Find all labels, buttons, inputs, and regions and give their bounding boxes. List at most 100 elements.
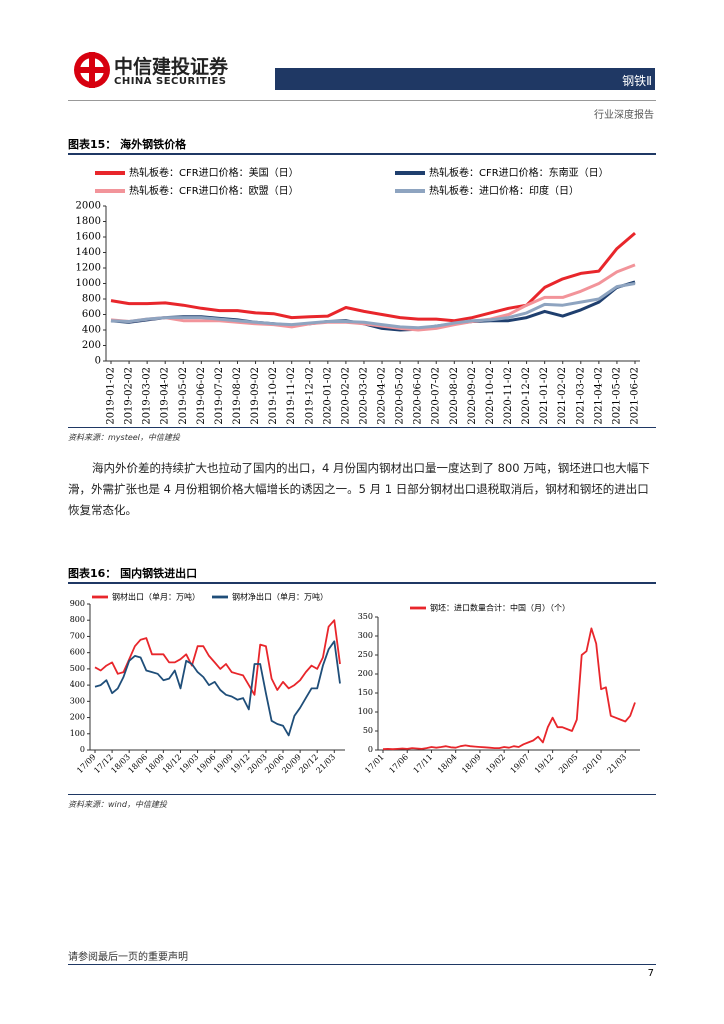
- x-tick-label: 21/03: [605, 752, 628, 775]
- x-tick-label: 21/03: [314, 752, 337, 775]
- x-tick-label: 2019-02-02: [124, 367, 135, 425]
- x-tick-label: 2019-05-02: [178, 367, 189, 425]
- y-tick-label: 200: [82, 340, 101, 351]
- x-tick-label: 2019-04-02: [160, 367, 171, 425]
- report-type: 行业深度报告: [594, 110, 654, 121]
- legend-label: 热轧板卷：进口价格：印度（日）: [429, 184, 579, 197]
- figure-rule: [68, 582, 656, 584]
- y-tick-label: 1400: [76, 247, 101, 258]
- y-tick-label: 800: [82, 294, 101, 305]
- x-tick-label: 2020-05-02: [395, 367, 406, 425]
- x-tick-label: 2021-04-02: [593, 367, 604, 425]
- x-tick-label: 2020-01-02: [322, 367, 333, 425]
- x-tick-label: 2021-03-02: [575, 367, 586, 425]
- x-tick-label: 17/01: [363, 752, 386, 775]
- legend-label: 热轧板卷：CFR进口价格：东南亚（日）: [429, 166, 609, 179]
- y-tick-label: 900: [70, 599, 85, 608]
- y-tick-label: 200: [358, 669, 373, 678]
- series-line: [382, 627, 636, 751]
- x-tick-label: 2021-01-02: [539, 367, 550, 425]
- header-line: [68, 100, 656, 101]
- header-bar: [275, 68, 655, 90]
- x-tick-label: 2019-08-02: [232, 367, 243, 425]
- x-tick-label: 2020-11-02: [503, 367, 514, 425]
- x-tick-label: 2020-09-02: [467, 367, 478, 425]
- figure-title: 图表15： 海外钢铁价格: [68, 136, 186, 152]
- y-tick-label: 400: [82, 325, 101, 336]
- y-tick-label: 300: [70, 696, 85, 705]
- page-number: 7: [647, 968, 654, 979]
- figure-title: 图表16： 国内钢铁进出口: [68, 565, 197, 581]
- x-tick-label: 18/04: [436, 752, 459, 775]
- y-tick-label: 1000: [76, 278, 101, 289]
- x-tick-label: 17/06: [387, 752, 410, 775]
- x-tick-label: 2020-12-02: [521, 367, 532, 425]
- x-tick-label: 2021-06-02: [630, 367, 641, 425]
- y-tick-label: 600: [82, 309, 101, 320]
- y-tick-label: 1600: [76, 232, 101, 243]
- y-tick-label: 350: [358, 612, 373, 621]
- figure-label: 图表16：: [68, 567, 117, 580]
- disclaimer: 请参阅最后一页的重要声明: [68, 952, 188, 963]
- y-tick-label: 800: [70, 615, 85, 624]
- source-rule: [68, 794, 656, 795]
- x-tick-label: 2019-12-02: [304, 367, 315, 425]
- x-tick-label: 2020-08-02: [449, 367, 460, 425]
- source-rule: [68, 427, 656, 428]
- x-tick-label: 2020-03-02: [358, 367, 369, 425]
- source: 资料来源：mysteel，中信建投: [68, 433, 180, 442]
- x-tick-label: 2019-09-02: [250, 367, 261, 425]
- figure-name: 海外钢铁价格: [120, 138, 187, 151]
- sector: 钢铁Ⅱ: [622, 74, 652, 88]
- x-tick-label: 2021-02-02: [557, 367, 568, 425]
- series-line: [110, 282, 636, 330]
- y-tick-label: 600: [70, 648, 85, 657]
- x-tick-label: 17/11: [412, 752, 435, 775]
- y-tick-label: 500: [70, 664, 85, 673]
- series-line: [110, 263, 636, 332]
- y-tick-label: 150: [358, 688, 373, 697]
- x-tick-label: 2021-05-02: [611, 367, 622, 425]
- y-tick-label: 300: [358, 631, 373, 640]
- x-tick-label: 2020-10-02: [485, 367, 496, 425]
- x-tick-label: 2019-11-02: [286, 367, 297, 425]
- y-tick-label: 50: [363, 726, 373, 735]
- y-tick-label: 400: [70, 680, 85, 689]
- x-tick-label: 2019-06-02: [196, 367, 207, 425]
- x-tick-label: 2020-02-02: [340, 367, 351, 425]
- x-tick-label: 20/05: [557, 752, 580, 775]
- y-tick-label: 700: [70, 631, 85, 640]
- legend-label: 热轧板卷：CFR进口价格：美国（日）: [129, 166, 299, 179]
- x-tick-label: 2020-07-02: [431, 367, 442, 425]
- y-tick-label: 0: [95, 356, 101, 367]
- y-tick-label: 200: [70, 713, 85, 722]
- series-line: [110, 231, 636, 323]
- legend-label: 钢坯：进口数量合计：中国（月）（个）: [430, 603, 570, 613]
- y-tick-label: 1200: [76, 263, 101, 274]
- company-cn: 中信建投证券: [114, 56, 229, 78]
- x-tick-label: 2019-03-02: [142, 367, 153, 425]
- x-tick-label: 19/07: [509, 752, 532, 775]
- x-tick-label: 18/09: [460, 752, 483, 775]
- legend-label: 钢材出口（单月：万吨）: [112, 592, 200, 602]
- x-tick-label: 2019-01-02: [106, 367, 117, 425]
- footer-rule: [68, 964, 656, 965]
- source: 资料来源：wind，中信建投: [68, 800, 167, 809]
- x-tick-label: 2020-04-02: [377, 367, 388, 425]
- series-line: [94, 640, 341, 737]
- x-tick-label: 19/02: [484, 752, 507, 775]
- y-tick-label: 2000: [76, 201, 101, 212]
- company-en: CHINA SECURITIES: [114, 76, 227, 87]
- x-tick-label: 19/12: [533, 752, 556, 775]
- x-tick-label: 2019-10-02: [268, 367, 279, 425]
- x-tick-label: 20/10: [581, 752, 604, 775]
- paragraph: 海内外价差的持续扩大也拉动了国内的出口，4 月份国内钢材出口量一度达到了 800…: [68, 461, 650, 517]
- y-tick-label: 1800: [76, 216, 101, 227]
- logo: [74, 52, 110, 88]
- x-tick-label: 2019-07-02: [214, 367, 225, 425]
- y-tick-label: 250: [358, 650, 373, 659]
- legend-label: 钢材净出口（单月：万吨）: [232, 592, 328, 602]
- figure-label: 图表15：: [68, 138, 117, 151]
- legend-label: 热轧板卷：CFR进口价格：欧盟（日）: [129, 184, 299, 197]
